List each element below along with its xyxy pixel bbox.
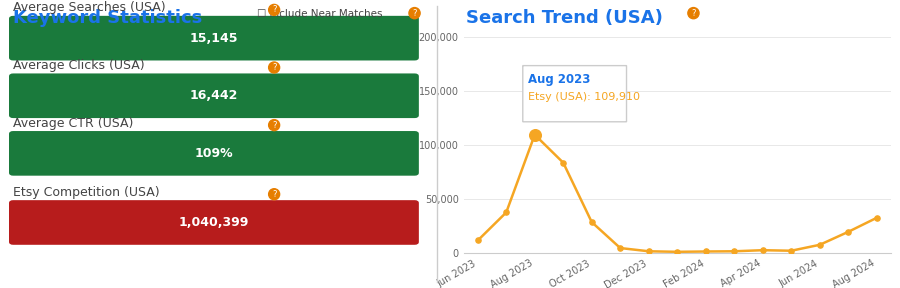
Text: 15,145: 15,145 <box>190 32 239 45</box>
FancyBboxPatch shape <box>9 200 418 245</box>
Point <box>784 249 798 253</box>
Point <box>613 246 627 250</box>
Text: ?: ? <box>272 190 276 199</box>
Text: 109%: 109% <box>194 147 233 160</box>
Point <box>585 220 599 224</box>
Text: ?: ? <box>412 9 417 18</box>
Text: Keyword Statistics: Keyword Statistics <box>14 9 203 27</box>
FancyBboxPatch shape <box>9 73 418 118</box>
Text: ?: ? <box>272 5 276 14</box>
Text: Aug 2023: Aug 2023 <box>527 73 590 86</box>
Point <box>756 248 770 253</box>
FancyBboxPatch shape <box>523 66 626 122</box>
Text: Average Searches (USA): Average Searches (USA) <box>14 1 166 14</box>
Point <box>869 215 884 220</box>
Text: Etsy (USA): 109,910: Etsy (USA): 109,910 <box>527 92 640 102</box>
Text: Average Clicks (USA): Average Clicks (USA) <box>14 59 145 72</box>
Text: 1,040,399: 1,040,399 <box>179 216 249 229</box>
Point <box>471 238 485 243</box>
Text: Etsy Competition (USA): Etsy Competition (USA) <box>14 186 160 199</box>
Point <box>642 249 656 254</box>
Point <box>527 132 542 137</box>
Point <box>841 230 855 234</box>
FancyBboxPatch shape <box>9 16 418 60</box>
FancyBboxPatch shape <box>9 131 418 176</box>
Text: ?: ? <box>272 121 276 130</box>
Text: ☐ Include Near Matches: ☐ Include Near Matches <box>257 9 382 19</box>
Point <box>556 160 571 165</box>
Point <box>698 249 713 254</box>
Point <box>499 210 513 215</box>
Text: Average CTR (USA): Average CTR (USA) <box>14 117 133 130</box>
Text: 16,442: 16,442 <box>190 89 239 102</box>
Text: ?: ? <box>691 9 696 18</box>
Point <box>527 132 542 137</box>
Text: Search Trend (USA): Search Trend (USA) <box>466 9 663 27</box>
Text: ?: ? <box>272 63 276 72</box>
Point <box>727 249 742 254</box>
Point <box>813 242 827 247</box>
Point <box>670 249 684 254</box>
